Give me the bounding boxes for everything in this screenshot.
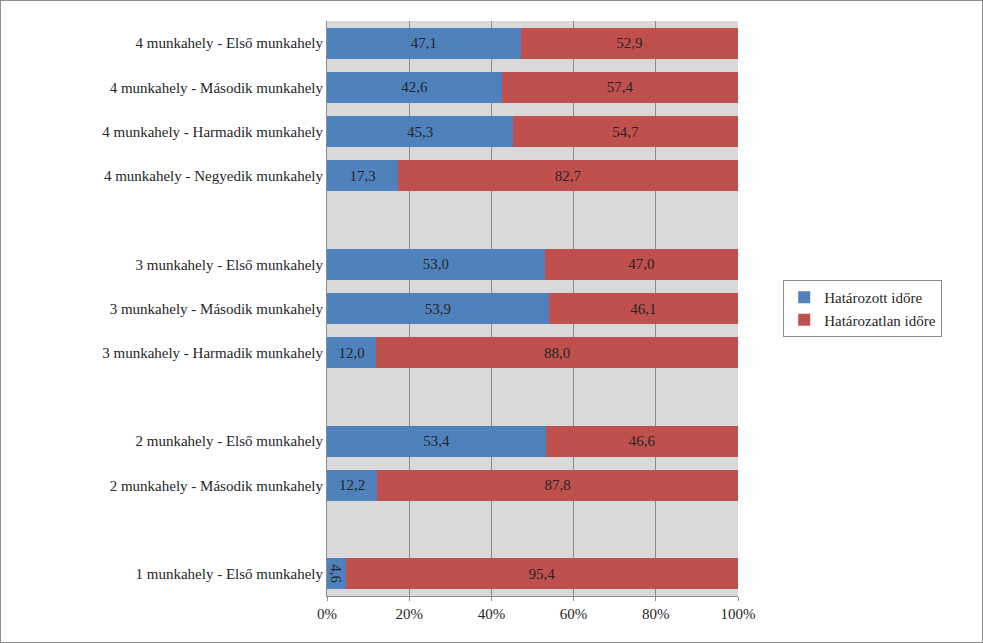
- svg-text:54,7: 54,7: [612, 124, 639, 140]
- svg-text:Határozatlan időre: Határozatlan időre: [824, 313, 936, 329]
- svg-text:47,0: 47,0: [628, 256, 654, 272]
- svg-text:53,4: 53,4: [423, 433, 450, 449]
- svg-text:0%: 0%: [317, 606, 337, 622]
- svg-text:12,0: 12,0: [339, 345, 365, 361]
- svg-text:42,6: 42,6: [401, 79, 428, 95]
- svg-text:53,9: 53,9: [425, 301, 451, 317]
- svg-text:100%: 100%: [721, 606, 756, 622]
- svg-text:1 munkahely - Első munkahely: 1 munkahely - Első munkahely: [136, 566, 324, 582]
- svg-text:46,6: 46,6: [629, 433, 656, 449]
- svg-text:46,1: 46,1: [630, 301, 656, 317]
- svg-text:3 munkahely - Második munkahel: 3 munkahely - Második munkahely: [110, 301, 324, 317]
- svg-text:47,1: 47,1: [411, 35, 437, 51]
- svg-text:80%: 80%: [642, 606, 670, 622]
- svg-text:20%: 20%: [395, 606, 423, 622]
- svg-text:2 munkahely - Második munkahel: 2 munkahely - Második munkahely: [110, 478, 324, 494]
- svg-text:3 munkahely - Első munkahely: 3 munkahely - Első munkahely: [136, 257, 324, 273]
- svg-text:4,6: 4,6: [328, 564, 344, 583]
- svg-text:40%: 40%: [478, 606, 506, 622]
- svg-text:4 munkahely - Negyedik munkahe: 4 munkahely - Negyedik munkahely: [104, 168, 324, 184]
- svg-text:87,8: 87,8: [544, 477, 570, 493]
- svg-text:12,2: 12,2: [339, 477, 365, 493]
- svg-text:53,0: 53,0: [423, 256, 449, 272]
- svg-text:52,9: 52,9: [616, 35, 642, 51]
- svg-text:3 munkahely - Harmadik munkahe: 3 munkahely - Harmadik munkahely: [102, 345, 323, 361]
- svg-text:2 munkahely - Első munkahely: 2 munkahely - Első munkahely: [136, 433, 324, 449]
- svg-text:4 munkahely - Második munkahel: 4 munkahely - Második munkahely: [110, 80, 324, 96]
- svg-text:95,4: 95,4: [529, 566, 556, 582]
- svg-text:4 munkahely - Harmadik munkahe: 4 munkahely - Harmadik munkahely: [102, 124, 323, 140]
- svg-text:4 munkahely - Első munkahely: 4 munkahely - Első munkahely: [136, 35, 324, 51]
- svg-text:Határozott időre: Határozott időre: [824, 290, 922, 306]
- svg-text:88,0: 88,0: [544, 345, 570, 361]
- svg-text:60%: 60%: [560, 606, 588, 622]
- svg-text:45,3: 45,3: [407, 124, 433, 140]
- svg-text:57,4: 57,4: [607, 79, 634, 95]
- svg-text:17,3: 17,3: [349, 168, 375, 184]
- svg-text:82,7: 82,7: [555, 168, 582, 184]
